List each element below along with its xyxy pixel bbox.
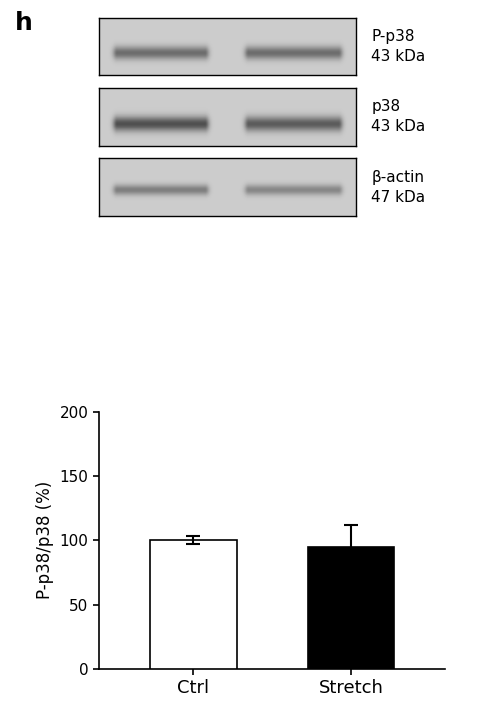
Text: β-actin
47 kDa: β-actin 47 kDa: [371, 170, 425, 205]
Bar: [150, 541, 237, 669]
Y-axis label: P-p38/p38 (%): P-p38/p38 (%): [36, 482, 54, 599]
Text: h: h: [15, 11, 33, 34]
Text: P-p38
43 kDa: P-p38 43 kDa: [371, 29, 426, 64]
Text: p38
43 kDa: p38 43 kDa: [371, 99, 426, 134]
Bar: [308, 547, 395, 669]
